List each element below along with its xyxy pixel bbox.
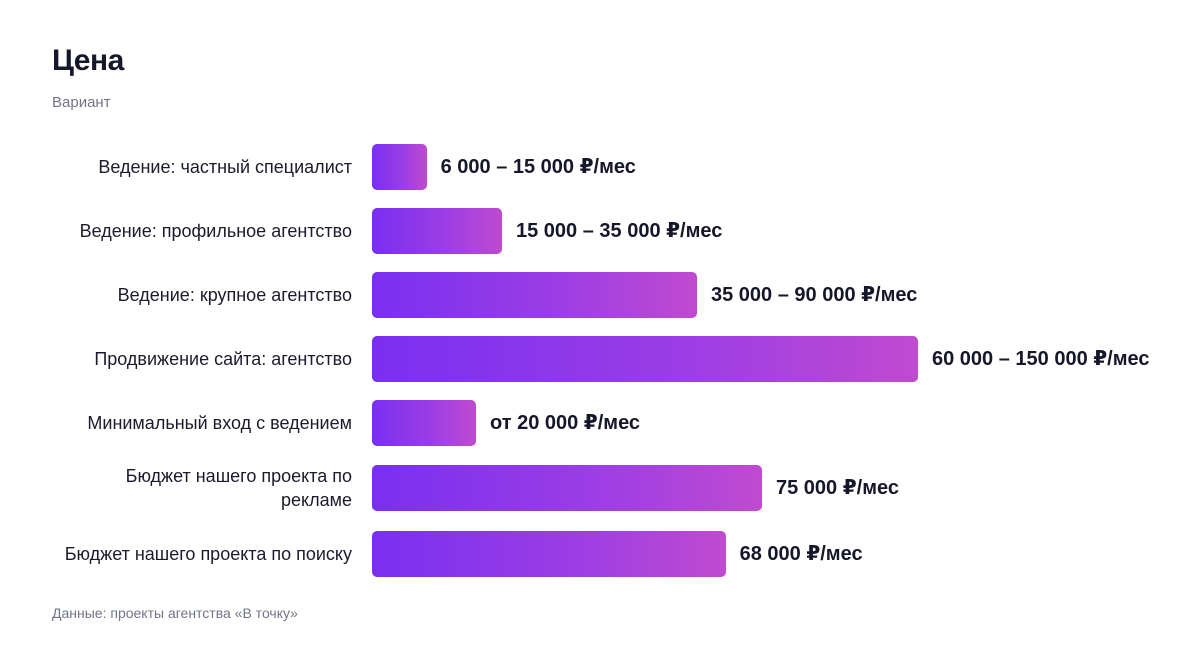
page-title: Цена [52, 44, 124, 77]
value-label: 60 000 – 150 000 ₽/мес [932, 348, 1150, 370]
value-bar [372, 400, 476, 446]
value-bar [372, 272, 697, 318]
chart-row: Ведение: крупное агентство 35 000 – 90 00… [0, 272, 1200, 318]
category-label: Продвижение сайта: агентство [94, 349, 352, 369]
value-bar [372, 465, 762, 511]
chart-row: Бюджет нашего проекта по рекламе 75 000 ₽… [0, 465, 1200, 511]
data-source-note: Данные: проекты агентства «В точку» [52, 605, 298, 621]
value-label: 68 000 ₽/мес [739, 543, 863, 565]
chart-row: Минимальный вход с ведением от 20 000 ₽/м… [0, 400, 1200, 446]
page-subtitle: Вариант [52, 94, 111, 111]
chart-row: Ведение: частный специалист 6 000 – 15 00… [0, 144, 1200, 190]
category-label: Минимальный вход с ведением [87, 413, 352, 433]
value-label: 15 000 – 35 000 ₽/мес [516, 220, 723, 242]
category-label: Ведение: частный специалист [98, 157, 352, 177]
category-label: Ведение: крупное агентство [117, 285, 352, 305]
category-label: Бюджет нашего проекта по рекламе [125, 466, 352, 510]
chart-row: Продвижение сайта: агентство 60 000 – 150… [0, 336, 1200, 382]
chart-row: Бюджет нашего проекта по поиску 68 000 ₽/… [0, 531, 1200, 577]
value-label: 35 000 – 90 000 ₽/мес [711, 284, 918, 306]
value-label: от 20 000 ₽/мес [490, 412, 641, 434]
chart-row: Ведение: профильное агентство 15 000 – 35… [0, 208, 1200, 254]
category-label: Бюджет нашего проекта по поиску [64, 544, 352, 564]
value-label: 6 000 – 15 000 ₽/мес [440, 156, 636, 178]
value-label: 75 000 ₽/мес [776, 477, 899, 499]
category-label: Ведение: профильное агентство [79, 221, 352, 241]
value-bar [372, 144, 427, 190]
value-bar [372, 531, 726, 577]
value-bar [372, 208, 502, 254]
value-bar [372, 336, 918, 382]
